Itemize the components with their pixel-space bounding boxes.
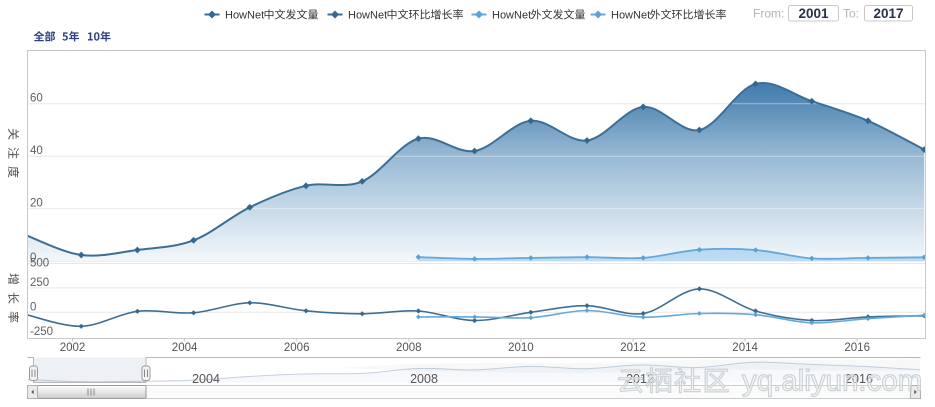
svg-text:2008: 2008 xyxy=(396,342,422,354)
svg-text:HowNet: HowNet xyxy=(492,10,531,22)
svg-text:2016: 2016 xyxy=(845,372,873,386)
svg-text:0: 0 xyxy=(30,252,36,264)
svg-text:-250: -250 xyxy=(30,326,53,338)
svg-text:2002: 2002 xyxy=(60,342,86,354)
svg-text:2016: 2016 xyxy=(844,342,870,354)
svg-text:0: 0 xyxy=(30,302,36,314)
svg-text:2010: 2010 xyxy=(508,342,534,354)
svg-text:HowNet: HowNet xyxy=(611,10,650,22)
svg-text:2004: 2004 xyxy=(192,372,220,386)
svg-text:2017: 2017 xyxy=(873,6,903,21)
svg-text:2006: 2006 xyxy=(284,342,310,354)
svg-text:HowNet: HowNet xyxy=(348,10,387,22)
svg-text:20: 20 xyxy=(30,198,43,210)
svg-text:60: 60 xyxy=(30,93,43,105)
svg-text:250: 250 xyxy=(30,277,49,289)
svg-text:500: 500 xyxy=(30,258,49,270)
svg-text:2004: 2004 xyxy=(172,342,198,354)
svg-text:2008: 2008 xyxy=(410,372,438,386)
svg-text:From:: From: xyxy=(753,7,784,21)
svg-text:2012: 2012 xyxy=(626,372,654,386)
svg-text:2014: 2014 xyxy=(732,342,758,354)
svg-text:yq.aliyun.com: yq.aliyun.com xyxy=(742,365,922,398)
svg-text:2001: 2001 xyxy=(798,6,829,21)
svg-text:40: 40 xyxy=(30,145,43,157)
svg-text:To:: To: xyxy=(843,7,859,21)
svg-text:HowNet: HowNet xyxy=(225,10,264,22)
svg-text:2012: 2012 xyxy=(620,342,646,354)
